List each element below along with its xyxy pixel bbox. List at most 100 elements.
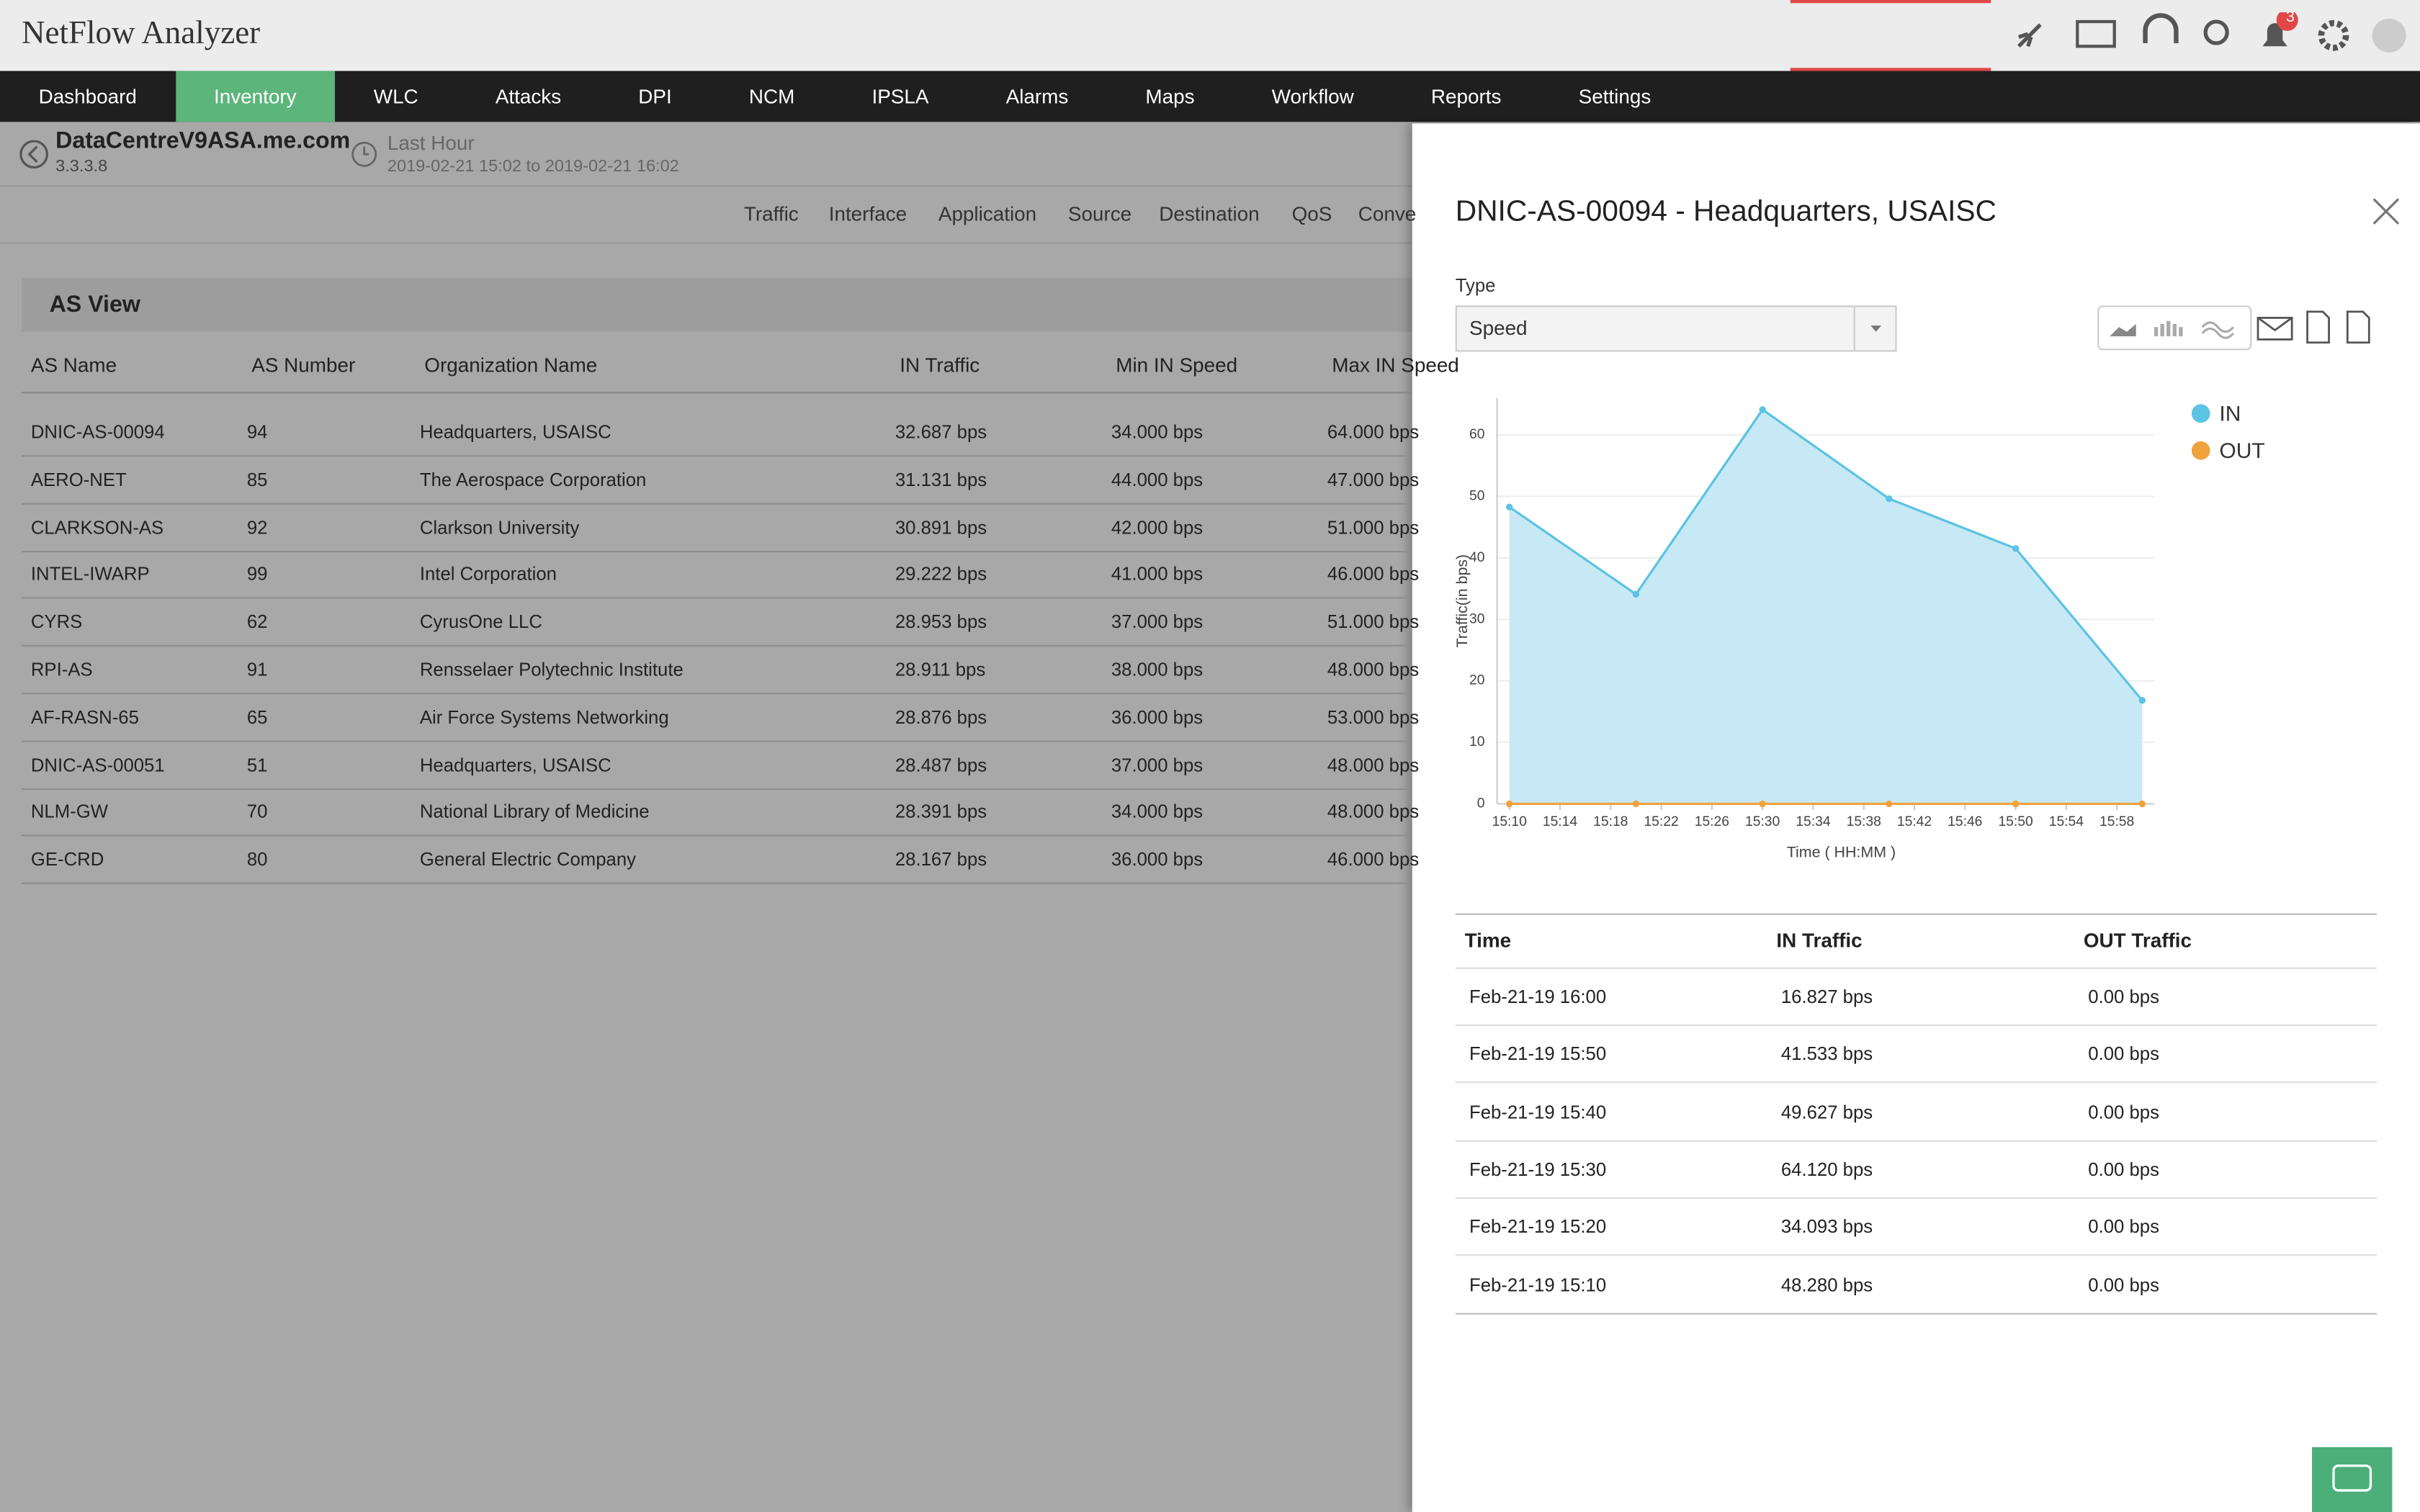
point bbox=[1506, 503, 1513, 510]
x-tick-label: 15:26 bbox=[1695, 814, 1729, 829]
table-cell: 31.131 bps bbox=[895, 468, 987, 490]
nav-tab[interactable]: Inventory bbox=[175, 71, 336, 122]
table-cell: 34.093 bps bbox=[1780, 1215, 1873, 1238]
rocket-icon[interactable] bbox=[2017, 23, 2042, 48]
notification-count: 3 bbox=[2286, 9, 2295, 27]
table-cell: 0.00 bps bbox=[2088, 1158, 2159, 1181]
x-tick-label: 15:30 bbox=[1745, 814, 1780, 829]
bell-icon[interactable] bbox=[2262, 23, 2287, 47]
table-cell: Feb-21-19 15:50 bbox=[1469, 1043, 1607, 1066]
badge bbox=[2276, 12, 2298, 31]
table-cell: Feb-21-19 16:00 bbox=[1469, 986, 1607, 1008]
sub-tab[interactable]: Conve bbox=[1358, 202, 1417, 225]
column-header: Time bbox=[1464, 929, 1512, 953]
area-icon[interactable] bbox=[2110, 324, 2136, 337]
row-rule bbox=[22, 788, 1412, 790]
support-icon[interactable] bbox=[2143, 13, 2179, 43]
table-cell: 46.000 bps bbox=[1327, 848, 1420, 870]
y-tick-label: 10 bbox=[1469, 734, 1484, 750]
type-select[interactable]: Speed bbox=[1455, 305, 1897, 352]
point bbox=[2138, 697, 2146, 704]
type-label: Type bbox=[1455, 274, 1496, 297]
table-cell: NLM-GW bbox=[30, 801, 108, 823]
table-cell: 91 bbox=[246, 659, 268, 680]
sub-tab[interactable]: Source bbox=[1067, 202, 1132, 225]
table-cell: The Aerospace Corporation bbox=[419, 468, 647, 490]
nav-tab[interactable]: Maps bbox=[1145, 84, 1195, 108]
nav-tab[interactable]: Settings bbox=[1578, 84, 1652, 108]
clock-icon bbox=[351, 141, 377, 167]
nav-tab[interactable]: IPSLA bbox=[871, 84, 929, 108]
table-cell: Clarkson University bbox=[419, 516, 580, 538]
x-tick-label: 15:34 bbox=[1796, 814, 1830, 829]
sub-tab[interactable]: QoS bbox=[1291, 202, 1332, 225]
nav-tab[interactable]: Dashboard bbox=[38, 84, 137, 108]
section-header bbox=[22, 277, 1412, 332]
x-tick-label: 15:42 bbox=[1897, 814, 1932, 829]
sub-tab[interactable]: Traffic bbox=[743, 202, 799, 225]
csv-icon[interactable] bbox=[2346, 310, 2370, 344]
nav-tab[interactable]: Attacks bbox=[495, 84, 562, 108]
nav-tab[interactable]: DPI bbox=[638, 84, 672, 108]
sub-tab[interactable]: Application bbox=[938, 202, 1037, 225]
mail-icon[interactable] bbox=[2257, 317, 2293, 341]
table-cell: 29.222 bps bbox=[895, 563, 987, 585]
x-tick-label: 15:58 bbox=[2099, 814, 2134, 829]
table-cell: Feb-21-19 15:20 bbox=[1469, 1215, 1607, 1238]
select-arrow[interactable] bbox=[1853, 307, 1897, 351]
settings-icon[interactable] bbox=[2318, 19, 2349, 51]
detail-panel: DNIC-AS-00094 - Headquarters, USAISC Typ… bbox=[1412, 123, 2420, 1512]
sub-tab[interactable]: Interface bbox=[828, 202, 908, 225]
present-icon[interactable] bbox=[2076, 19, 2116, 48]
table-cell: 0.00 bps bbox=[2088, 986, 2159, 1008]
sub-tab[interactable]: Destination bbox=[1159, 202, 1260, 225]
legend-marker bbox=[2191, 404, 2210, 423]
table-cell: 48.280 bps bbox=[1780, 1273, 1873, 1295]
bar-icon[interactable] bbox=[2154, 320, 2183, 337]
table-cell: Intel Corporation bbox=[419, 563, 557, 585]
back-icon[interactable] bbox=[19, 139, 50, 170]
chat-button[interactable] bbox=[2312, 1446, 2393, 1512]
header-rule bbox=[22, 392, 1412, 394]
y-tick-label: 30 bbox=[1469, 611, 1484, 626]
column-header: Organization Name bbox=[424, 353, 598, 377]
table-cell: 30.891 bps bbox=[895, 516, 987, 538]
nav-tab[interactable]: NCM bbox=[748, 84, 795, 108]
table-cell: 47.000 bps bbox=[1327, 468, 1420, 490]
table-cell: 48.000 bps bbox=[1327, 753, 1420, 775]
row-rule bbox=[22, 550, 1412, 552]
row-rule bbox=[22, 598, 1412, 600]
nav-tab[interactable]: Alarms bbox=[1005, 84, 1069, 108]
table-cell: Feb-21-19 15:30 bbox=[1469, 1158, 1607, 1181]
table-cell: 37.000 bps bbox=[1111, 611, 1204, 633]
row-rule bbox=[22, 740, 1412, 742]
period: Last Hour bbox=[387, 131, 475, 155]
table-cell: 28.876 bps bbox=[895, 706, 987, 728]
nav-tab[interactable]: WLC bbox=[373, 84, 418, 108]
close-icon[interactable] bbox=[2372, 197, 2401, 225]
table-cell: General Electric Company bbox=[419, 848, 636, 870]
table-cell: 64.000 bps bbox=[1327, 421, 1420, 443]
x-tick-label: 15:10 bbox=[1492, 814, 1527, 829]
point bbox=[1886, 495, 1893, 503]
table-rule bbox=[1455, 967, 2377, 969]
table-cell: 49.627 bps bbox=[1780, 1101, 1873, 1123]
pdf-icon[interactable] bbox=[2306, 310, 2330, 344]
device-name: DataCentreV9ASA.me.com bbox=[55, 127, 351, 155]
table-cell: Rensselaer Polytechnic Institute bbox=[419, 659, 684, 680]
nav-tab[interactable]: Workflow bbox=[1271, 84, 1354, 108]
point bbox=[2012, 545, 2020, 552]
point bbox=[2138, 800, 2146, 808]
line-icon[interactable] bbox=[2201, 321, 2234, 339]
main-nav: Dashboard Inventory WLC Attacks DPI NCM IPSLA A… bbox=[0, 71, 2420, 122]
divider bbox=[0, 185, 1412, 187]
table-cell: 28.911 bps bbox=[895, 659, 986, 680]
y-tick-label: 40 bbox=[1469, 550, 1484, 565]
column-header: OUT Traffic bbox=[2083, 929, 2192, 953]
table-cell: INTEL-IWARP bbox=[30, 563, 150, 585]
nav-tab[interactable]: Reports bbox=[1430, 84, 1502, 108]
search-icon[interactable] bbox=[2203, 19, 2229, 45]
top-bar: NetFlow Analyzer 3 bbox=[0, 0, 2420, 71]
avatar[interactable] bbox=[2372, 18, 2406, 53]
row-rule bbox=[22, 503, 1412, 505]
